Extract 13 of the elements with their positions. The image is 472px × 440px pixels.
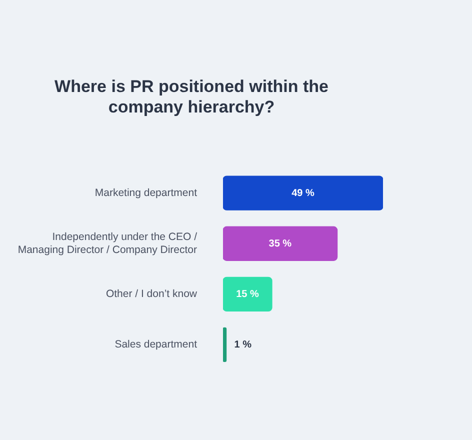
bar bbox=[223, 226, 338, 261]
data-label: 15 % bbox=[236, 288, 259, 300]
bar bbox=[223, 176, 383, 210]
chart-title: Where is PR positioned within the company hierarchy? bbox=[54, 76, 328, 116]
bar bbox=[223, 276, 272, 312]
y-tick-label: Other / I don’t know bbox=[106, 288, 198, 300]
y-tick-label: Independently under the CEO / Managing Director / Company Director bbox=[18, 231, 198, 256]
data-label: 1 % bbox=[234, 339, 252, 350]
y-tick-label: Marketing department bbox=[94, 186, 198, 199]
bar bbox=[223, 327, 227, 362]
data-label: 35 % bbox=[268, 238, 292, 250]
data-label: 49 % bbox=[292, 188, 315, 199]
y-tick-label: Sales department bbox=[114, 338, 198, 351]
